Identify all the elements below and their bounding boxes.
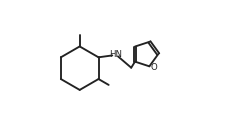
Text: O: O xyxy=(151,63,157,72)
Text: HN: HN xyxy=(109,50,122,59)
